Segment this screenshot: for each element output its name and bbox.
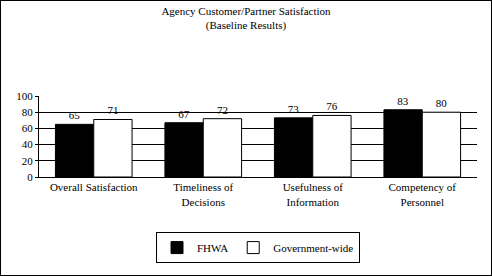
svg-text:20: 20 [22,155,34,167]
svg-text:60: 60 [22,122,34,134]
svg-text:80: 80 [22,106,34,118]
svg-text:Agency Customer/Partner Satisf: Agency Customer/Partner Satisfaction(Bas… [161,5,331,32]
svg-text:80: 80 [436,97,448,109]
svg-text:40: 40 [22,138,34,150]
svg-text:73: 73 [288,103,300,115]
svg-text:Competency ofPersonnel: Competency ofPersonnel [388,181,456,207]
svg-text:FHWA: FHWA [197,242,228,254]
svg-text:71: 71 [107,104,118,116]
svg-text:Overall Satisfaction: Overall Satisfaction [50,181,138,193]
svg-text:Usefulness ofInformation: Usefulness ofInformation [283,181,344,207]
svg-text:0: 0 [27,171,33,183]
svg-text:Timeliness ofDecisions: Timeliness ofDecisions [173,181,233,207]
svg-text:72: 72 [217,104,228,116]
svg-text:76: 76 [326,100,338,112]
svg-text:67: 67 [178,108,190,120]
svg-text:100: 100 [16,90,33,102]
svg-text:Government-wide: Government-wide [273,242,353,254]
svg-text:65: 65 [69,109,81,121]
svg-text:83: 83 [397,95,409,107]
